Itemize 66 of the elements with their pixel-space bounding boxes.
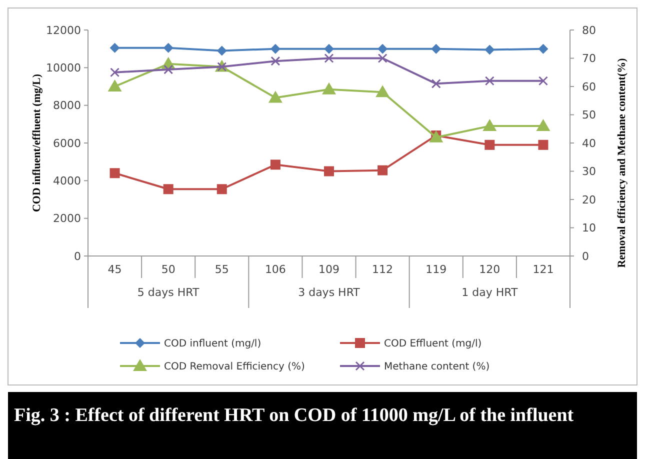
point: [378, 54, 388, 63]
point: [431, 78, 441, 88]
legend-label: COD influent (mg/l): [164, 338, 262, 350]
text: Fig. 3 : Effect of different HRT on COD of 11000 mg/L of the influent: [14, 404, 575, 428]
x-tick-label: 45: [108, 263, 122, 276]
x-tick-label: 55: [214, 263, 229, 276]
point: [163, 184, 174, 194]
point: [216, 46, 227, 56]
y-tick-label: 4000: [53, 174, 81, 188]
text: 1 day HRT: [462, 286, 518, 299]
y-tick-label: 2000: [53, 212, 81, 226]
legend-label: COD Removal Efficiency (%): [164, 362, 305, 372]
point: [431, 44, 442, 54]
point: [484, 140, 495, 150]
point: [216, 184, 227, 194]
y-tick-label: 6000: [53, 136, 81, 150]
y-tick-label: 8000: [53, 99, 81, 112]
y-tick-label: 0: [74, 250, 81, 263]
point: [324, 166, 334, 176]
text: 5 days HRT: [137, 286, 200, 299]
point: [322, 82, 336, 94]
point: [163, 42, 174, 53]
y2-axis-title: Removal efficiency and Methane content(%): [616, 58, 628, 268]
point: [536, 119, 550, 132]
x-tick-label: 121: [532, 263, 554, 276]
x-tick-label: 112: [372, 263, 394, 276]
y2-tick-label: 30: [582, 165, 596, 178]
point: [538, 76, 548, 86]
y2-tick-label: 50: [582, 108, 596, 122]
y-axis-title: COD influent/effluent (mg/L): [31, 74, 43, 212]
legend-label: COD Effluent (mg/l): [384, 338, 482, 350]
x-tick-label: 119: [426, 263, 447, 276]
x-tick-label: 120: [479, 263, 500, 276]
y2-tick-label: 10: [582, 222, 596, 235]
y-tick-label: 12000: [46, 24, 81, 37]
x-tick-label: 109: [318, 263, 340, 276]
y2-tick-label: 70: [582, 52, 596, 66]
point: [164, 64, 174, 74]
point: [270, 56, 280, 66]
y2-tick-label: 20: [582, 193, 596, 206]
y2-tick-label: 40: [582, 136, 596, 150]
legend-label: Methane content (%): [384, 362, 490, 372]
point: [324, 44, 334, 54]
point: [378, 44, 388, 54]
x-tick-label: 50: [161, 263, 176, 276]
y2-tick-label: 0: [582, 250, 589, 263]
y2-tick-label: 80: [582, 24, 596, 37]
x-tick-label: 106: [264, 263, 286, 276]
point: [484, 44, 495, 55]
point: [270, 160, 280, 170]
point: [482, 119, 497, 132]
point: [110, 42, 120, 53]
point: [538, 44, 548, 54]
point: [108, 80, 122, 92]
point: [110, 168, 120, 178]
point: [376, 85, 390, 98]
point: [538, 140, 548, 150]
y2-tick-label: 60: [582, 80, 596, 94]
point: [270, 44, 280, 54]
point: [324, 54, 334, 63]
point: [110, 68, 120, 78]
point: [378, 165, 388, 176]
text: 3 days HRT: [298, 286, 360, 299]
point: [268, 90, 282, 103]
y-tick-label: 10000: [46, 62, 81, 75]
point: [484, 76, 494, 86]
